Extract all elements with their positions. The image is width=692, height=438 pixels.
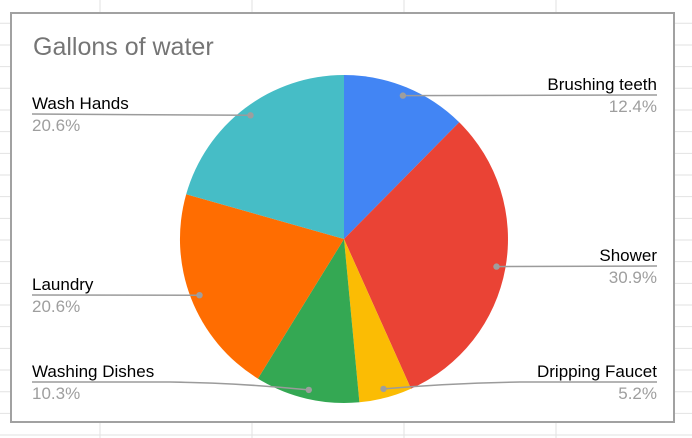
slice-pct-label-dripping-faucet: 5.2% xyxy=(618,384,657,403)
leader-line-dripping-faucet xyxy=(383,381,657,390)
leader-dot-wash-hands xyxy=(247,112,254,119)
slice-callouts: Brushing teeth 12.4% Shower 30.9% Dripping F… xyxy=(31,75,658,403)
leader-line-washing-dishes xyxy=(32,381,309,391)
slice-name-label-dripping-faucet: Dripping Faucet xyxy=(537,362,657,381)
slice-name-label-washing-dishes: Washing Dishes xyxy=(32,362,154,381)
slice-pct-label-brushing-teeth: 12.4% xyxy=(609,97,657,116)
pie-slice-shower[interactable] xyxy=(344,122,508,389)
pie-slice-dripping-faucet[interactable] xyxy=(344,239,411,403)
leader-line-wash-hands xyxy=(31,113,251,117)
slice-pct-label-wash-hands: 20.6% xyxy=(32,116,80,135)
slice-name-label-brushing-teeth: Brushing teeth xyxy=(547,75,657,94)
pie-slice-laundry[interactable] xyxy=(179,194,344,379)
slice-name-label-shower: Shower xyxy=(599,246,657,265)
leader-line-brushing-teeth xyxy=(402,94,658,97)
slice-name-label-wash-hands: Wash Hands xyxy=(32,94,129,113)
slice-pct-label-shower: 30.9% xyxy=(609,268,657,287)
pie-slice-washing-dishes[interactable] xyxy=(257,239,360,404)
pie-slice-wash-hands[interactable] xyxy=(186,75,344,239)
leader-dot-washing-dishes xyxy=(305,386,312,394)
leader-line-shower xyxy=(496,265,658,268)
chart-title[interactable]: Gallons of water xyxy=(33,33,214,61)
leader-dot-laundry xyxy=(196,292,203,299)
slice-name-label-laundry: Laundry xyxy=(32,275,94,294)
leader-dot-dripping-faucet xyxy=(380,385,387,393)
leader-dot-shower xyxy=(493,263,500,270)
slice-pct-label-washing-dishes: 10.3% xyxy=(32,384,80,403)
pie-slice-brushing-teeth[interactable] xyxy=(344,75,460,239)
slice-pct-label-laundry: 20.6% xyxy=(32,297,80,316)
leader-dot-brushing-teeth xyxy=(399,92,407,99)
pie-chart[interactable] xyxy=(179,75,508,404)
